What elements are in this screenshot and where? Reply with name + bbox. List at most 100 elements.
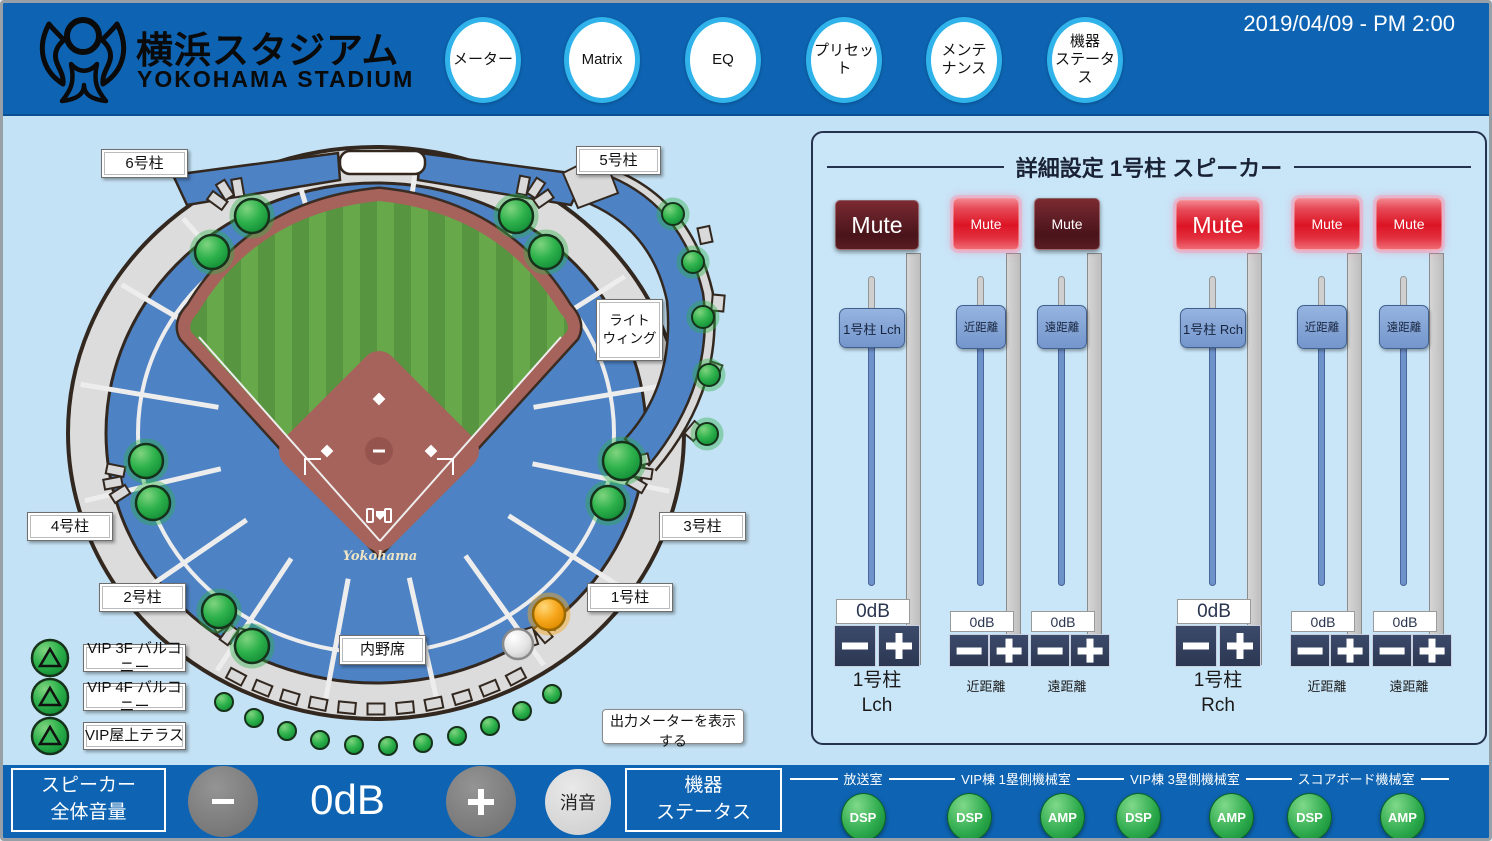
channel-4-name-label: 1号柱 Rch bbox=[1193, 670, 1243, 716]
device-circles-row: DSP AMP bbox=[923, 793, 1109, 838]
nav-button-5[interactable]: メンテ ナンス bbox=[926, 17, 1002, 103]
triangle-icon bbox=[37, 724, 63, 746]
speaker-dot-on[interactable] bbox=[193, 233, 231, 271]
channel-6-plus-button[interactable] bbox=[1412, 634, 1452, 667]
master-volume-plus-button[interactable] bbox=[446, 766, 516, 837]
channel-1-value-display: 0dB bbox=[836, 599, 910, 624]
channel-1-mute-button[interactable]: Mute bbox=[835, 200, 919, 250]
device-group-name: 放送室 bbox=[790, 769, 937, 788]
channel-1-minus-button[interactable] bbox=[834, 625, 876, 667]
speaker-dot-on[interactable] bbox=[310, 730, 330, 750]
map-label-post4[interactable]: 4号柱 bbox=[27, 512, 113, 541]
channel-6-fader-handle[interactable]: 遠距離 bbox=[1379, 305, 1429, 349]
channel-1-plus-button[interactable] bbox=[878, 625, 920, 667]
channel-5-minus-button[interactable] bbox=[1290, 634, 1330, 667]
speaker-dot-on[interactable] bbox=[233, 197, 271, 235]
map-label-post6[interactable]: 6号柱 bbox=[101, 149, 188, 178]
nav-button-1[interactable]: メーター bbox=[445, 17, 521, 103]
nav-button-3[interactable]: EQ bbox=[685, 17, 761, 103]
nav-button-4[interactable]: プリセット bbox=[806, 17, 882, 103]
channel-6-mute-button[interactable]: Mute bbox=[1376, 198, 1442, 250]
vip-label-3[interactable]: VIP屋上テラス bbox=[83, 722, 186, 750]
channel-2-minus-button[interactable] bbox=[949, 634, 989, 667]
nav-button-2[interactable]: Matrix bbox=[564, 17, 640, 103]
master-volume-minus-button[interactable] bbox=[188, 766, 258, 837]
speaker-dot-on[interactable] bbox=[480, 716, 500, 736]
device-indicator-amp[interactable]: AMP bbox=[1380, 793, 1425, 838]
device-indicator-dsp[interactable]: DSP bbox=[947, 793, 992, 838]
speaker-dot-on[interactable] bbox=[378, 736, 398, 756]
channel-5-plus-button[interactable] bbox=[1330, 634, 1370, 667]
map-label-post5[interactable]: 5号柱 bbox=[576, 146, 661, 175]
channel-3-minus-button[interactable] bbox=[1030, 634, 1070, 667]
speaker-dot-on[interactable] bbox=[214, 692, 234, 712]
map-label-infield[interactable]: 内野席 bbox=[339, 635, 426, 665]
vip-label-1[interactable]: VIP 3F バルコニー bbox=[83, 640, 186, 676]
channel-3-plus-button[interactable] bbox=[1070, 634, 1110, 667]
speaker-dot-on[interactable] bbox=[233, 627, 271, 665]
speaker-dot-on[interactable] bbox=[134, 484, 172, 522]
channel-4-fader-fill bbox=[1209, 323, 1216, 586]
speaker-dot-on[interactable] bbox=[697, 363, 721, 387]
device-indicator-dsp[interactable]: DSP bbox=[1287, 793, 1332, 838]
map-label-post3[interactable]: 3号柱 bbox=[659, 512, 746, 541]
speaker-dot-on[interactable] bbox=[661, 202, 685, 226]
device-indicator-amp[interactable]: AMP bbox=[1209, 793, 1254, 838]
speaker-dot-on[interactable] bbox=[344, 735, 364, 755]
speaker-dot-on[interactable] bbox=[589, 484, 627, 522]
bottom-control-bar: スピーカー 全体音量 0dB 消音 機器 ステータス 放送室 DSP VIP棟 1塁… bbox=[3, 765, 1489, 838]
device-indicator-dsp[interactable]: DSP bbox=[840, 793, 886, 838]
dash-line bbox=[888, 777, 937, 780]
speaker-dot-on[interactable] bbox=[695, 422, 719, 446]
speaker-dot-on[interactable] bbox=[497, 197, 535, 235]
channel-4-plus-button[interactable] bbox=[1219, 625, 1261, 667]
channel-5-output-meter bbox=[1347, 253, 1362, 665]
channel-5-value-display: 0dB bbox=[1291, 611, 1355, 632]
speaker-dot-on[interactable] bbox=[527, 233, 565, 271]
speaker-dot-on[interactable] bbox=[447, 726, 467, 746]
speaker-dot-on[interactable] bbox=[691, 305, 715, 329]
speaker-dot-on[interactable] bbox=[512, 701, 532, 721]
channel-4-mute-button[interactable]: Mute bbox=[1176, 200, 1260, 250]
channel-4-fader-handle[interactable]: 1号柱 Rch bbox=[1180, 308, 1246, 348]
minus-icon bbox=[212, 799, 234, 804]
speaker-dot-on[interactable] bbox=[244, 708, 264, 728]
minus-icon bbox=[841, 642, 869, 650]
speaker-dot-on[interactable] bbox=[277, 721, 297, 741]
device-status-button[interactable]: 機器 ステータス bbox=[625, 768, 782, 832]
speaker-dot-on[interactable] bbox=[127, 442, 165, 480]
plus-icon bbox=[1346, 638, 1354, 663]
speaker-dot-selected[interactable] bbox=[531, 596, 567, 632]
show-output-meter-button[interactable]: 出力メーターを表示する bbox=[602, 709, 744, 749]
speaker-dot-on[interactable] bbox=[601, 440, 643, 482]
map-label-right-wing[interactable]: ライト ウィング bbox=[596, 299, 663, 361]
channel-2-fader-handle[interactable]: 近距離 bbox=[956, 305, 1006, 349]
device-circles-row: DSP bbox=[790, 793, 936, 838]
device-group-2: VIP棟 1塁側機械室 DSP AMP bbox=[923, 765, 1110, 838]
nav-button-6[interactable]: 機器 ステータス bbox=[1047, 17, 1123, 103]
vip-label-2[interactable]: VIP 4F バルコニー bbox=[83, 679, 186, 715]
channel-4-minus-button[interactable] bbox=[1175, 625, 1217, 667]
speaker-dot-off[interactable] bbox=[501, 627, 535, 661]
vip-row-1: VIP 3F バルコニー bbox=[83, 640, 186, 676]
channel-6-minus-button[interactable] bbox=[1372, 634, 1412, 667]
channel-3-mute-button[interactable]: Mute bbox=[1034, 198, 1100, 250]
speaker-dot-on[interactable] bbox=[413, 733, 433, 753]
channel-5-mute-button[interactable]: Mute bbox=[1294, 198, 1360, 250]
dash-line bbox=[1263, 777, 1292, 780]
channel-3-fader-handle[interactable]: 遠距離 bbox=[1037, 305, 1087, 349]
channel-2-mute-button[interactable]: Mute bbox=[953, 198, 1019, 250]
master-mute-button[interactable]: 消音 bbox=[545, 769, 611, 835]
speaker-dot-on[interactable] bbox=[681, 250, 705, 274]
speaker-dot-on[interactable] bbox=[200, 592, 238, 630]
device-indicator-amp[interactable]: AMP bbox=[1040, 793, 1085, 838]
speaker-dot-on[interactable] bbox=[542, 684, 562, 704]
panel-title: 詳細設定 1号柱 スピーカー bbox=[1015, 156, 1283, 181]
device-indicator-dsp[interactable]: DSP bbox=[1116, 793, 1161, 838]
channel-2-plus-button[interactable] bbox=[989, 634, 1029, 667]
channel-1-fader-handle[interactable]: 1号柱 Lch bbox=[839, 308, 905, 348]
channel-5-fader-fill bbox=[1318, 323, 1325, 586]
map-label-post1[interactable]: 1号柱 bbox=[587, 583, 673, 612]
map-label-post2[interactable]: 2号柱 bbox=[99, 583, 186, 612]
channel-5-fader-handle[interactable]: 近距離 bbox=[1297, 305, 1347, 349]
